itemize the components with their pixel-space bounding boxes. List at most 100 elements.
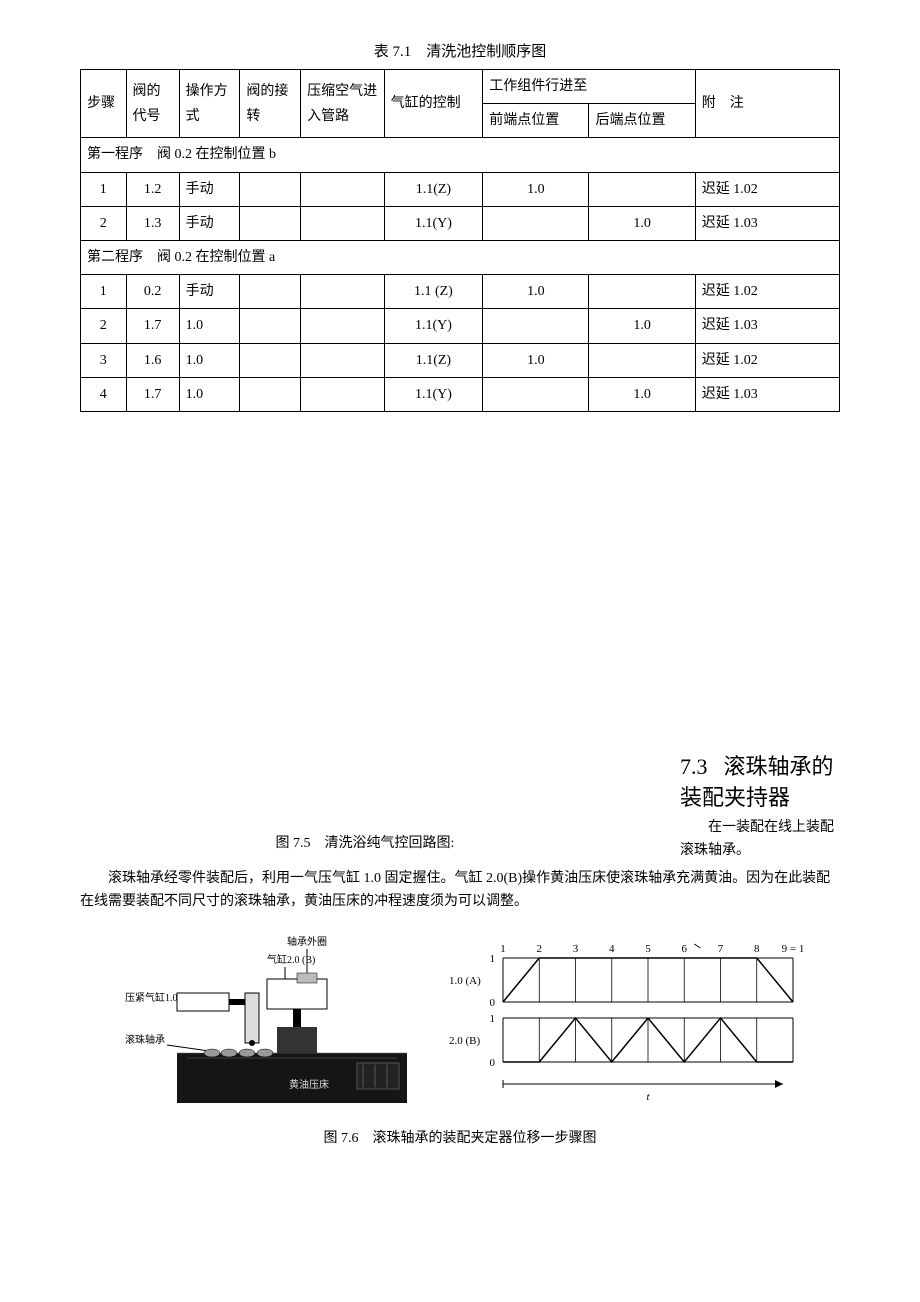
cell-valve: 1.2 (126, 172, 179, 206)
header-row-1: 步骤 阀的代号 操作方式 阀的接转 压缩空气进入管路 气缸的控制 工作组件行进至… (81, 70, 840, 104)
program1-title: 第一程序 阀 0.2 在控制位置 b (81, 138, 840, 172)
cell-op: 手动 (179, 206, 240, 240)
svg-text:5: 5 (645, 943, 651, 955)
cell-air (301, 343, 384, 377)
section-number: 7.3 (680, 754, 708, 779)
cell-air (301, 172, 384, 206)
svg-text:1: 1 (500, 943, 506, 955)
h-op-mode: 操作方式 (179, 70, 240, 138)
table-row: 1 0.2 手动 1.1 (Z) 1.0 迟延 1.02 (81, 275, 840, 309)
cell-step: 1 (81, 172, 127, 206)
program2-title: 第二程序 阀 0.2 在控制位置 a (81, 240, 840, 274)
cell-op: 手动 (179, 172, 240, 206)
h-valve-switch: 阀的接转 (240, 70, 301, 138)
cell-front: 1.0 (483, 172, 589, 206)
h-valve-id: 阀的代号 (126, 70, 179, 138)
cell-air (301, 206, 384, 240)
figure-7-6: 轴承外圈 气缸2.0 (B) 压紧气缸1.0 (A) 滚珠轴承 黄油压床 (80, 933, 840, 1147)
cell-note: 迟延 1.02 (695, 275, 839, 309)
svg-text:4: 4 (609, 943, 615, 955)
cell-step: 1 (81, 275, 127, 309)
cell-air (301, 377, 384, 411)
h-cyl-ctrl: 气缸的控制 (384, 70, 483, 138)
cell-front: 1.0 (483, 275, 589, 309)
cell-valve: 0.2 (126, 275, 179, 309)
svg-text:9 = 1: 9 = 1 (782, 943, 803, 955)
h-workpiece: 工作组件行进至 (483, 70, 696, 104)
cell-cyl: 1.1(Z) (384, 343, 483, 377)
h-rear: 后端点位置 (589, 104, 695, 138)
svg-text:2: 2 (537, 943, 543, 955)
program2-title-row: 第二程序 阀 0.2 在控制位置 a (81, 240, 840, 274)
h-front: 前端点位置 (483, 104, 589, 138)
table-row: 4 1.7 1.0 1.1(Y) 1.0 迟延 1.03 (81, 377, 840, 411)
fig-7-6-left-svg: 轴承外圈 气缸2.0 (B) 压紧气缸1.0 (A) 滚珠轴承 黄油压床 (117, 933, 427, 1113)
label-press-inline: 黄油压床 (289, 1078, 329, 1091)
svg-text:3: 3 (573, 943, 579, 955)
cell-cyl: 1.1(Y) (384, 377, 483, 411)
svg-text:1: 1 (490, 953, 496, 965)
label-bearing: 滚珠轴承 (125, 1033, 165, 1046)
cell-cyl: 1.1(Y) (384, 309, 483, 343)
cell-sw (240, 206, 301, 240)
cell-note: 迟延 1.03 (695, 377, 839, 411)
cell-front (483, 206, 589, 240)
table-row: 2 1.3 手动 1.1(Y) 1.0 迟延 1.03 (81, 206, 840, 240)
cell-air (301, 309, 384, 343)
table-row: 2 1.7 1.0 1.1(Y) 1.0 迟延 1.03 (81, 309, 840, 343)
cell-cyl: 1.1(Z) (384, 172, 483, 206)
cell-rear (589, 343, 695, 377)
h-step: 步骤 (81, 70, 127, 138)
cell-sw (240, 172, 301, 206)
svg-text:8: 8 (754, 943, 760, 955)
cell-cyl: 1.1(Y) (384, 206, 483, 240)
cell-step: 4 (81, 377, 127, 411)
fig-7-6-caption: 图 7.6 滚珠轴承的装配夹定器位移一步骤图 (80, 1127, 840, 1147)
table-row: 3 1.6 1.0 1.1(Z) 1.0 迟延 1.02 (81, 343, 840, 377)
cell-rear (589, 275, 695, 309)
svg-text:0: 0 (490, 997, 496, 1009)
sequence-table: 步骤 阀的代号 操作方式 阀的接转 压缩空气进入管路 气缸的控制 工作组件行进至… (80, 69, 840, 412)
fig-7-5-caption: 图 7.5 清洗浴纯气控回路图: (80, 752, 650, 852)
svg-text:6: 6 (682, 943, 688, 955)
cell-step: 2 (81, 309, 127, 343)
svg-text:t: t (646, 1091, 650, 1103)
cell-front (483, 377, 589, 411)
cell-rear: 1.0 (589, 377, 695, 411)
svg-text:7: 7 (718, 943, 724, 955)
cell-valve: 1.3 (126, 206, 179, 240)
cell-sw (240, 377, 301, 411)
cell-note: 迟延 1.02 (695, 172, 839, 206)
figure-7-5-placeholder (80, 432, 840, 752)
svg-text:1.0 (A): 1.0 (A) (449, 975, 481, 987)
cell-note: 迟延 1.03 (695, 309, 839, 343)
cell-rear: 1.0 (589, 309, 695, 343)
cell-valve: 1.6 (126, 343, 179, 377)
cell-air (301, 275, 384, 309)
cell-step: 3 (81, 343, 127, 377)
cell-note: 迟延 1.03 (695, 206, 839, 240)
cell-valve: 1.7 (126, 309, 179, 343)
h-notes: 附 注 (695, 70, 839, 138)
cell-rear: 1.0 (589, 206, 695, 240)
table-row: 1 1.2 手动 1.1(Z) 1.0 迟延 1.02 (81, 172, 840, 206)
cell-front: 1.0 (483, 343, 589, 377)
cell-sw (240, 309, 301, 343)
cell-op: 1.0 (179, 343, 240, 377)
fig-7-6-chart-svg: 123456789 = 1101.0 (A)102.0 (B)t (443, 938, 803, 1108)
program1-title-row: 第一程序 阀 0.2 在控制位置 b (81, 138, 840, 172)
cell-op: 1.0 (179, 377, 240, 411)
cell-sw (240, 275, 301, 309)
svg-text:0: 0 (490, 1057, 496, 1069)
section-heading: 7.3滚珠轴承的装配夹持器 (680, 752, 840, 814)
cell-op: 1.0 (179, 309, 240, 343)
cell-front (483, 309, 589, 343)
cell-note: 迟延 1.02 (695, 343, 839, 377)
cell-cyl: 1.1 (Z) (384, 275, 483, 309)
label-outer-ring: 轴承外圈 (287, 935, 327, 948)
cell-rear (589, 172, 695, 206)
h-air-in: 压缩空气进入管路 (301, 70, 384, 138)
svg-text:2.0 (B): 2.0 (B) (449, 1035, 481, 1047)
table-caption: 表 7.1 清洗池控制顺序图 (80, 40, 840, 61)
section-body: 滚珠轴承经零件装配后，利用一气压气缸 1.0 固定握住。气缸 2.0(B)操作黄… (80, 868, 840, 913)
